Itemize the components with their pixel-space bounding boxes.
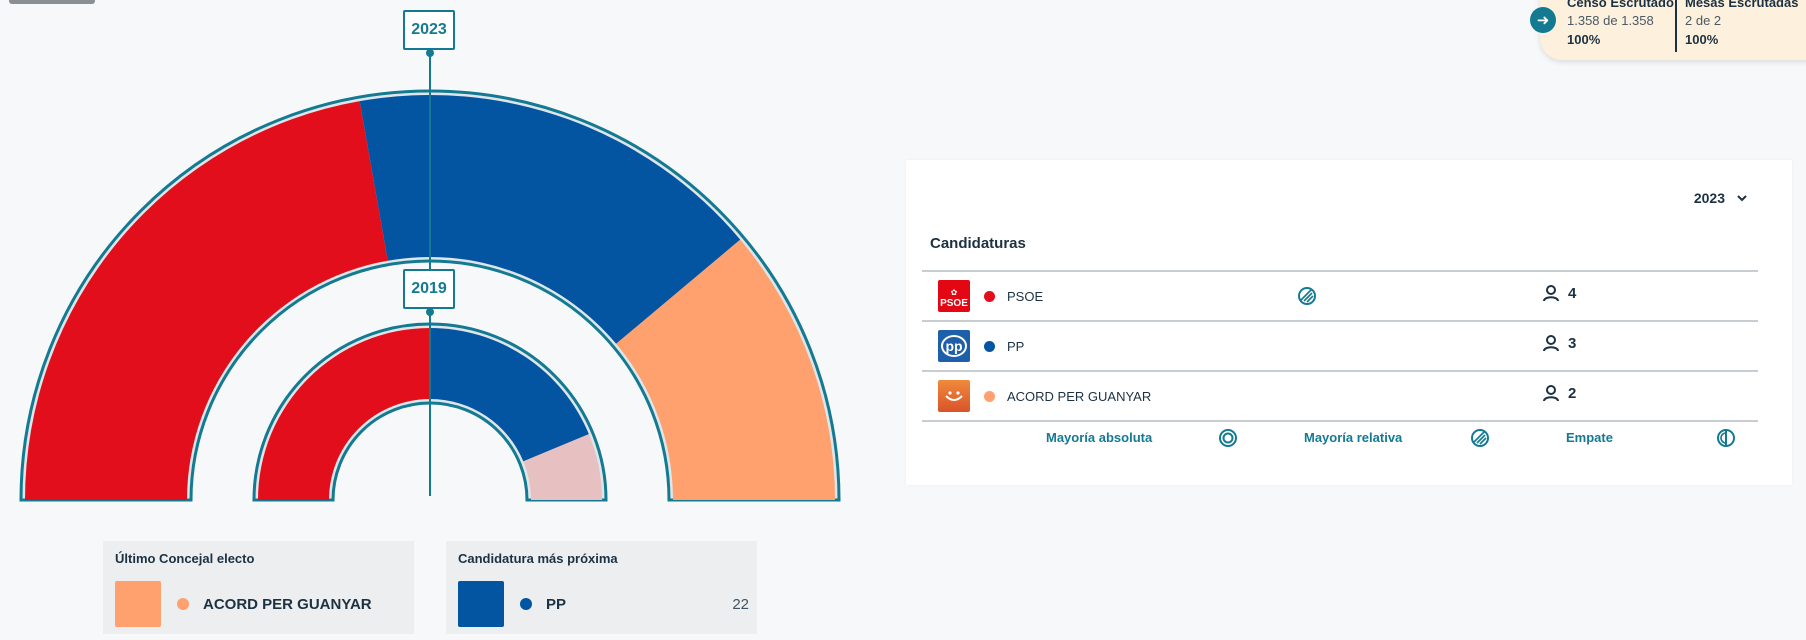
arrow-right-icon[interactable]: ➜ — [1530, 7, 1556, 33]
censo-pct: 100% — [1567, 32, 1601, 47]
person-icon — [1543, 335, 1559, 352]
legend-tie-label: Empate — [1566, 430, 1613, 445]
seats-value: 3 — [1568, 334, 1577, 352]
mesas-status: Mesas Escrutadas 2 de 2 100% — [1685, 0, 1798, 49]
top-tab[interactable] — [9, 0, 95, 4]
mesas-pct: 100% — [1685, 32, 1719, 47]
segment-2023-acord-per-guanyar[interactable] — [616, 239, 835, 500]
ring-2023 — [19, 89, 841, 502]
seats-count: 4 — [1542, 284, 1576, 302]
seats-value: 4 — [1568, 284, 1577, 302]
censo-title: Censo Escrutado — [1567, 0, 1674, 10]
nearest-party: PP — [546, 595, 567, 613]
table-row[interactable]: ACORD PER GUANYAR 2 — [922, 372, 1758, 422]
results-panel: 2023 Candidaturas ✿ PSOE PSOE 4 — [906, 160, 1792, 485]
last-elected-dot — [177, 598, 189, 610]
majority-absolute-icon — [1219, 429, 1237, 447]
nearest-swatch — [458, 581, 504, 627]
year-tag-2023[interactable]: 2023 — [403, 10, 455, 50]
table-row[interactable]: pp PP 3 — [922, 322, 1758, 372]
person-icon — [1543, 385, 1559, 402]
last-elected-party: ACORD PER GUANYAR — [203, 595, 372, 613]
seats-value: 2 — [1568, 384, 1577, 402]
party-name: ACORD PER GUANYAR — [1007, 388, 1152, 404]
majority-relative-icon — [1471, 429, 1489, 447]
tie-icon — [1717, 429, 1735, 447]
mesas-detail: 2 de 2 — [1685, 13, 1722, 28]
pp-logo: pp — [938, 330, 970, 362]
chevron-down-icon — [1737, 194, 1747, 201]
segment-2019-pp[interactable] — [430, 328, 589, 462]
censo-status: Censo Escrutado 1.358 de 1.358 100% — [1567, 0, 1674, 49]
segment-2019-psoe[interactable] — [258, 328, 430, 500]
legend-relative-label: Mayoría relativa — [1304, 430, 1403, 445]
acord-logo — [938, 380, 970, 412]
nearest-value: 22 — [732, 595, 749, 613]
nearest-box: Candidatura más próxima PP 22 — [446, 541, 757, 634]
scrutiny-status-card — [1540, 0, 1806, 60]
year-dropdown-value: 2023 — [1693, 190, 1725, 206]
majority-legend: Mayoría absoluta Mayoría relativa Empate — [922, 425, 1758, 453]
psoe-logo: ✿ PSOE — [938, 280, 970, 312]
person-icon — [1543, 285, 1559, 302]
candidaturas-heading: Candidaturas — [930, 235, 1026, 252]
candidaturas-table: ✿ PSOE PSOE 4 pp PP — [922, 270, 1758, 422]
axis-marker-2019 — [426, 308, 434, 316]
legend-absolute-label: Mayoría absoluta — [1046, 430, 1153, 445]
axis-marker-2023 — [426, 49, 434, 57]
seats-count: 3 — [1542, 334, 1576, 352]
segment-2023-psoe[interactable] — [25, 101, 388, 500]
last-elected-box: Último Concejal electo ACORD PER GUANYAR — [103, 541, 414, 634]
year-tag-2019[interactable]: 2019 — [403, 269, 455, 309]
party-name: PSOE — [1007, 288, 1044, 304]
nearest-dot — [520, 598, 532, 610]
nearest-title: Candidatura más próxima — [458, 551, 618, 566]
last-elected-swatch — [115, 581, 161, 627]
party-name: PP — [1007, 338, 1025, 354]
majority-relative-icon — [1298, 287, 1316, 305]
table-row[interactable]: ✿ PSOE PSOE 4 — [922, 272, 1758, 322]
parliament-chart — [19, 49, 841, 502]
party-color-dot — [984, 340, 995, 352]
seats-count: 2 — [1542, 384, 1576, 402]
status-divider — [1675, 0, 1677, 52]
segment-2023-pp[interactable] — [359, 95, 741, 344]
mesas-title: Mesas Escrutadas — [1685, 0, 1799, 10]
last-elected-title: Último Concejal electo — [115, 551, 255, 566]
censo-detail: 1.358 de 1.358 — [1567, 13, 1654, 28]
ring-2019 — [252, 322, 608, 502]
segment-2019-otros[interactable] — [523, 434, 602, 500]
party-color-dot — [984, 390, 995, 402]
party-color-dot — [984, 290, 995, 302]
smile-icon — [945, 391, 963, 401]
year-dropdown[interactable]: 2023 — [1694, 190, 1747, 206]
